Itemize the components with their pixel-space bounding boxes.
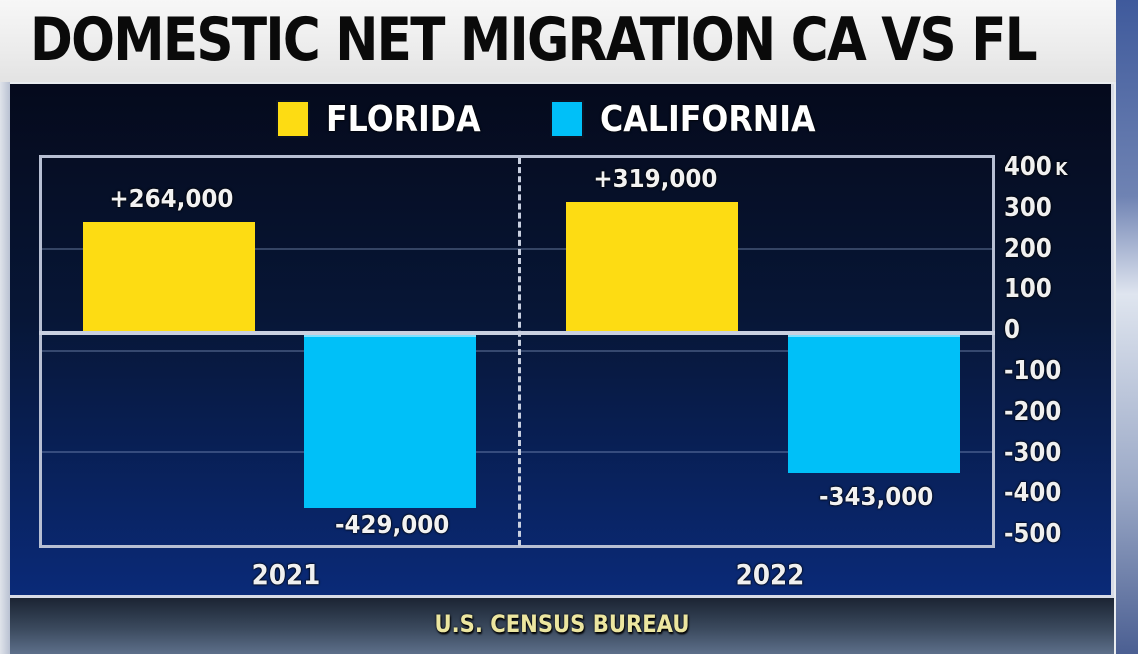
plot-area xyxy=(39,155,995,548)
gridline-200 xyxy=(42,248,992,250)
y-tick-400: 400 K xyxy=(1004,152,1068,182)
chart-title: DOMESTIC NET MIGRATION CA VS FL xyxy=(30,5,1038,75)
zero-line xyxy=(39,331,995,335)
bar-california-2021 xyxy=(304,335,476,508)
y-tick-200: 200 xyxy=(1004,234,1052,264)
california-swatch-icon xyxy=(550,100,584,138)
value-label-california-2022: -343,000 xyxy=(818,482,934,511)
y-tick-300: 300 xyxy=(1004,193,1052,223)
bar-florida-2022 xyxy=(566,202,738,333)
y-tick-neg-300: -300 xyxy=(1004,438,1062,468)
value-label-florida-2022: +319,000 xyxy=(593,164,718,193)
y-tick-neg-200: -200 xyxy=(1004,397,1062,427)
legend-item-florida: FLORIDA xyxy=(276,98,502,140)
bar-california-2022 xyxy=(788,335,960,473)
florida-swatch-icon xyxy=(276,100,310,138)
y-tick-neg-100: -100 xyxy=(1004,356,1062,386)
gridline-neg-300 xyxy=(42,451,992,453)
value-label-florida-2021: +264,000 xyxy=(109,184,234,213)
legend-label-california: CALIFORNIA xyxy=(600,98,816,140)
legend-label-florida: FLORIDA xyxy=(326,98,481,140)
year-divider xyxy=(518,158,521,546)
bar-florida-2021 xyxy=(83,222,255,333)
value-label-california-2021: -429,000 xyxy=(334,510,450,539)
y-tick-neg-500: -500 xyxy=(1004,519,1062,549)
legend-item-california: CALIFORNIA xyxy=(550,98,845,140)
y-tick-100: 100 xyxy=(1004,274,1052,304)
source-band xyxy=(10,598,1114,654)
gridline-neg-50 xyxy=(42,350,992,352)
frame-edge xyxy=(0,82,10,654)
background-strip xyxy=(1116,0,1138,654)
title-band xyxy=(0,0,1116,82)
source-label: U.S. CENSUS BUREAU xyxy=(434,610,690,638)
y-tick-neg-400: -400 xyxy=(1004,478,1062,508)
y-tick-0: 0 xyxy=(1004,315,1020,345)
x-label-2022: 2022 xyxy=(735,558,805,591)
x-label-2021: 2021 xyxy=(251,558,321,591)
